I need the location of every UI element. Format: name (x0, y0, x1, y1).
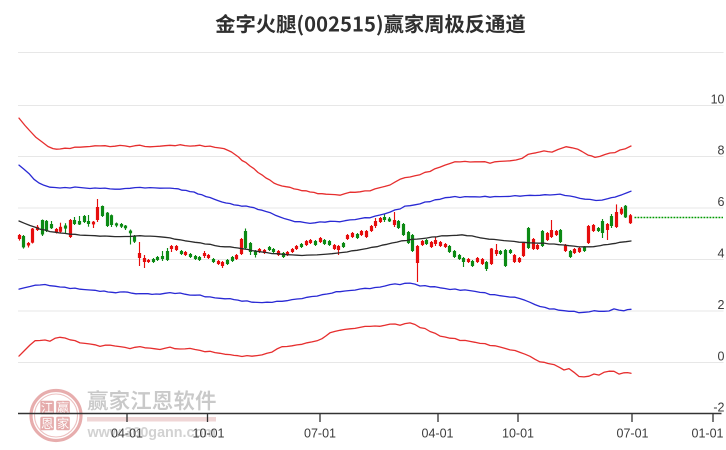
svg-text:www.360gann.com: www.360gann.com (87, 425, 216, 441)
svg-text:2: 2 (718, 298, 725, 312)
svg-text:6: 6 (718, 195, 725, 209)
svg-text:04-01: 04-01 (111, 427, 143, 441)
svg-text:10: 10 (711, 93, 725, 107)
svg-text:4: 4 (718, 247, 725, 261)
svg-text:-2: -2 (713, 401, 724, 415)
svg-text:04-01: 04-01 (422, 427, 454, 441)
svg-text:8: 8 (718, 144, 725, 158)
svg-text:10-01: 10-01 (193, 427, 225, 441)
svg-text:10-01: 10-01 (502, 427, 534, 441)
svg-text:07-01: 07-01 (304, 427, 336, 441)
svg-text:0: 0 (718, 350, 725, 364)
svg-text:01-01: 01-01 (692, 427, 724, 441)
svg-text:07-01: 07-01 (617, 427, 649, 441)
